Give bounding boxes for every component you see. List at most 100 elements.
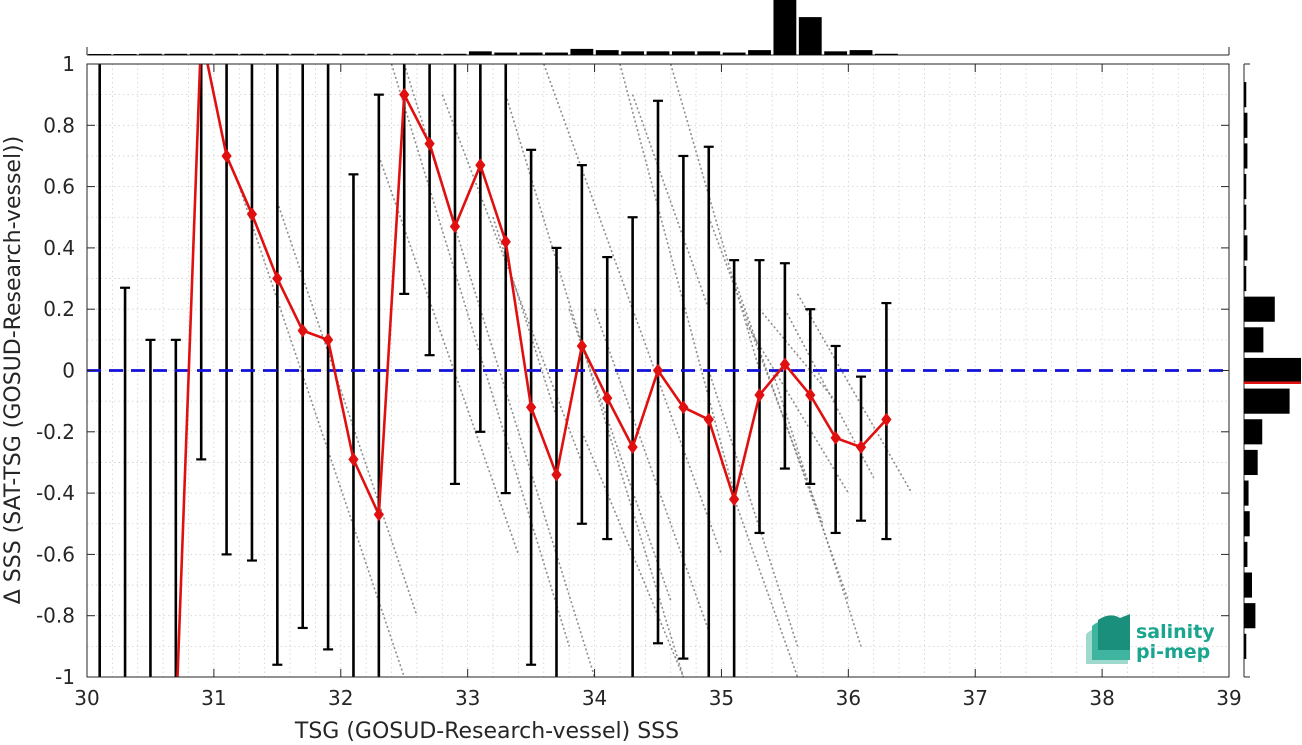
mean-marker xyxy=(449,219,461,234)
x-tick-label: 34 xyxy=(582,686,607,710)
y-tick-label: -0.8 xyxy=(36,604,75,628)
salinity-pimep-logo: salinity pi-mep xyxy=(1086,614,1215,664)
right-hist-bar xyxy=(1244,296,1275,322)
top-hist-bar xyxy=(773,0,797,55)
mean-marker xyxy=(830,431,841,445)
right-hist-bar xyxy=(1244,388,1290,414)
scatter-streak xyxy=(631,94,710,310)
top-hist-bar xyxy=(646,51,670,55)
mean-marker xyxy=(171,717,180,729)
right-hist-bar xyxy=(1244,419,1263,445)
logo-line2: pi-mep xyxy=(1136,641,1210,663)
y-tick-label: 0 xyxy=(62,359,75,383)
mean-marker xyxy=(652,363,664,378)
right-hist-bar xyxy=(1244,174,1247,200)
right-hist-bar xyxy=(1244,235,1248,261)
scatter-streak xyxy=(492,217,558,417)
scatter-streak xyxy=(771,370,862,647)
mean-marker xyxy=(805,388,816,402)
x-tick-label: 35 xyxy=(709,686,734,710)
scatter-streak xyxy=(796,293,913,494)
mean-marker xyxy=(855,440,867,454)
x-tick-label: 30 xyxy=(74,686,99,710)
top-hist-bar xyxy=(824,51,848,55)
top-hist-bar xyxy=(418,53,442,55)
x-tick-label: 38 xyxy=(1089,686,1114,710)
mean-marker xyxy=(399,87,410,102)
y-tick-label: 0.8 xyxy=(43,113,75,137)
scatter-streak xyxy=(746,324,850,494)
scatter-streak xyxy=(593,308,710,632)
top-hist-bar xyxy=(494,52,518,55)
right-hist-bar xyxy=(1244,265,1247,292)
mean-marker xyxy=(525,400,537,415)
mean-marker xyxy=(475,158,486,172)
top-hist-bar xyxy=(671,51,695,55)
mean-marker xyxy=(221,149,232,163)
mean-marker xyxy=(424,136,435,151)
scatter-streak xyxy=(619,64,735,494)
top-hist-bar xyxy=(519,52,543,55)
top-hist-bar xyxy=(722,52,746,55)
mean-marker xyxy=(576,339,587,353)
top-hist-bar xyxy=(849,50,873,55)
y-tick-label: 1 xyxy=(62,52,75,76)
right-hist-bar xyxy=(1244,449,1258,476)
top-hist-bar xyxy=(139,53,162,55)
y-tick-labels: 1 0.8 0.6 0.4 0.2 0 -0.2 -0.4 -0.6 -0.8 -1 xyxy=(36,52,75,689)
right-hist-bar xyxy=(1244,511,1250,537)
y-tick-label: 0.2 xyxy=(43,297,75,321)
x-axis-label: TSG (GOSUD-Research-vessel) SSS xyxy=(294,719,679,744)
right-hist-bar xyxy=(1244,143,1248,169)
x-tick-label: 37 xyxy=(962,686,987,710)
right-hist-bar xyxy=(1244,82,1247,108)
mean-series xyxy=(171,64,892,729)
x-tick-labels: 30 31 32 33 34 35 36 37 38 39 xyxy=(74,686,1241,710)
mean-marker xyxy=(729,492,740,507)
y-tick-label: -1 xyxy=(55,665,75,689)
logo-line1: salinity xyxy=(1136,621,1215,643)
right-hist-bar xyxy=(1244,327,1264,353)
scatter-streak xyxy=(669,64,761,371)
scatter-streak xyxy=(403,64,596,677)
axes xyxy=(86,63,1230,678)
right-hist-bar xyxy=(1244,112,1248,138)
right-histogram xyxy=(1243,63,1301,678)
right-hist-bar xyxy=(1244,357,1301,384)
scatter-streak xyxy=(707,370,799,647)
mean-marker xyxy=(754,388,765,402)
mean-marker xyxy=(500,234,511,249)
right-hist-bar xyxy=(1244,541,1248,567)
top-hist-bar xyxy=(265,53,289,55)
top-hist-bar xyxy=(367,53,391,55)
x-tick-label: 32 xyxy=(328,686,353,710)
logo-mark-icon xyxy=(1086,614,1130,664)
right-hist-bar xyxy=(1244,633,1247,659)
y-tick-label: 0.6 xyxy=(43,175,75,199)
y-axis-label: Δ SSS (SAT-TSG (GOSUD-Research-vessel)) xyxy=(1,136,26,604)
top-hist-bar xyxy=(189,53,213,55)
y-tick-label: -0.6 xyxy=(36,542,75,566)
x-tick-label: 36 xyxy=(836,686,861,710)
mean-marker xyxy=(272,271,283,286)
mean-marker xyxy=(246,207,258,222)
mean-marker xyxy=(627,440,638,454)
top-hist-bar xyxy=(88,54,112,55)
top-hist-bar xyxy=(595,50,619,55)
top-hist-bar xyxy=(621,51,645,55)
mean-marker xyxy=(678,400,689,415)
mean-marker xyxy=(551,467,562,482)
top-hist-bar xyxy=(342,53,365,55)
mean-marker xyxy=(881,412,892,427)
x-tick-label: 31 xyxy=(201,686,226,710)
right-hist-bar xyxy=(1244,204,1247,230)
x-tick-label: 39 xyxy=(1216,686,1241,710)
y-tick-label: -0.2 xyxy=(36,420,75,444)
y-tick-label: 0.4 xyxy=(43,236,75,260)
x-tick-label: 33 xyxy=(455,686,480,710)
scatter-streak xyxy=(543,64,723,555)
mean-marker xyxy=(348,452,359,467)
right-hist-bar xyxy=(1244,603,1256,629)
top-hist-bar xyxy=(443,53,467,55)
